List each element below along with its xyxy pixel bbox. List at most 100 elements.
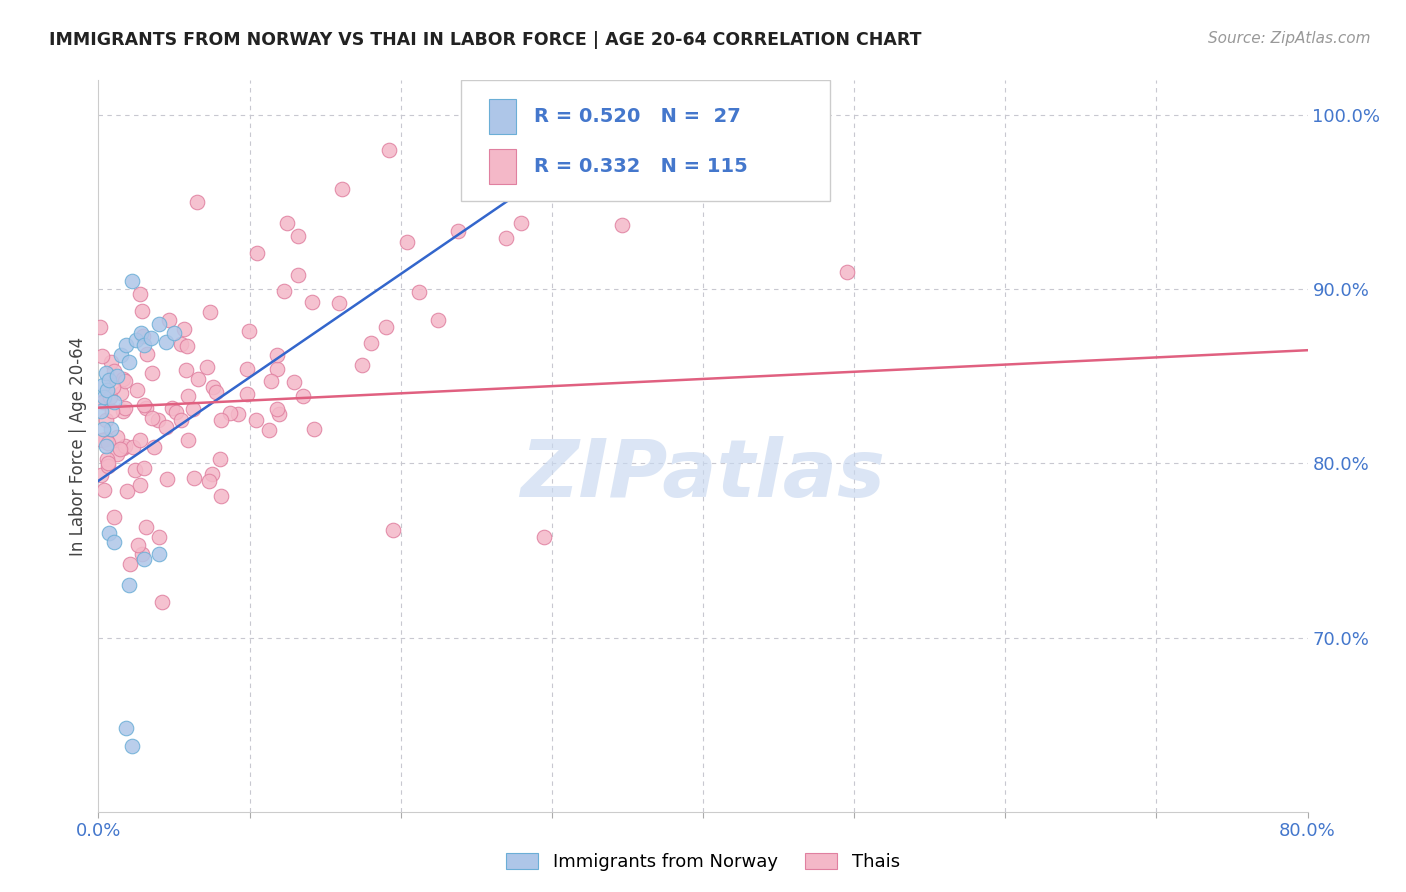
Point xyxy=(129,287,152,301)
Point xyxy=(146,412,169,426)
Point xyxy=(360,335,382,350)
Point xyxy=(226,407,249,421)
Point xyxy=(377,143,399,157)
Point xyxy=(571,143,593,157)
Point xyxy=(121,739,143,753)
Point xyxy=(103,380,125,394)
Point xyxy=(96,384,118,398)
Point xyxy=(128,433,150,447)
Point xyxy=(108,442,131,456)
Point xyxy=(98,390,121,404)
Point xyxy=(98,526,121,541)
Point xyxy=(97,458,120,473)
Point xyxy=(132,461,155,475)
Point xyxy=(127,538,149,552)
Point xyxy=(208,451,231,466)
Text: R = 0.520   N =  27: R = 0.520 N = 27 xyxy=(534,107,741,126)
Text: ZIPatlas: ZIPatlas xyxy=(520,436,886,515)
Point xyxy=(266,348,288,362)
Point xyxy=(283,375,305,389)
Y-axis label: In Labor Force | Age 20-64: In Labor Force | Age 20-64 xyxy=(69,336,87,556)
Point xyxy=(287,229,309,244)
Point xyxy=(91,378,114,392)
Point xyxy=(276,216,298,230)
Point xyxy=(105,430,128,444)
Point xyxy=(100,421,122,435)
Point xyxy=(110,385,132,400)
Point xyxy=(266,402,288,417)
Point xyxy=(94,366,117,380)
Point xyxy=(90,349,112,363)
Point xyxy=(170,337,193,351)
Point xyxy=(510,170,533,185)
Point xyxy=(103,510,125,524)
Point xyxy=(170,413,193,427)
Point xyxy=(197,474,219,488)
Point xyxy=(301,295,323,310)
Point xyxy=(150,595,173,609)
Point xyxy=(112,372,135,386)
Point xyxy=(124,463,146,477)
Point xyxy=(91,395,114,409)
Point xyxy=(101,404,124,418)
Point xyxy=(118,578,141,592)
Point xyxy=(148,317,170,331)
Point xyxy=(177,433,200,447)
Point xyxy=(181,402,204,417)
Point xyxy=(157,313,180,327)
Point xyxy=(114,374,136,388)
Point xyxy=(114,721,136,735)
Point xyxy=(129,477,152,491)
Point xyxy=(142,440,165,454)
Point xyxy=(132,552,155,566)
Point xyxy=(612,218,634,232)
Point xyxy=(118,557,141,571)
Point xyxy=(114,338,136,352)
Point xyxy=(117,483,139,498)
Point xyxy=(100,355,122,369)
Point xyxy=(155,419,177,434)
Point xyxy=(201,379,224,393)
Point xyxy=(426,313,449,327)
Point xyxy=(96,433,118,447)
Point xyxy=(94,439,117,453)
Point xyxy=(148,530,170,544)
Point xyxy=(97,436,120,450)
Point xyxy=(328,296,350,310)
Point xyxy=(148,547,170,561)
Point xyxy=(103,534,125,549)
Point xyxy=(125,384,148,398)
Point xyxy=(136,347,159,361)
Point xyxy=(375,320,398,334)
Point xyxy=(209,489,232,503)
Point xyxy=(238,324,260,338)
Point xyxy=(132,338,155,352)
Point xyxy=(132,329,155,343)
Point xyxy=(509,216,531,230)
Point xyxy=(93,393,115,408)
Point xyxy=(267,407,290,421)
Point xyxy=(245,413,267,427)
Point xyxy=(257,424,280,438)
Point xyxy=(835,265,858,279)
Point xyxy=(105,447,128,461)
Point xyxy=(236,387,259,401)
Legend: Immigrants from Norway, Thais: Immigrants from Norway, Thais xyxy=(499,846,907,879)
Point xyxy=(103,395,125,409)
Point xyxy=(118,355,141,369)
Point xyxy=(198,305,221,319)
FancyBboxPatch shape xyxy=(489,149,516,184)
Point xyxy=(395,235,418,249)
Point xyxy=(186,195,208,210)
Point xyxy=(205,385,228,400)
Point xyxy=(132,398,155,412)
Point xyxy=(135,401,157,416)
Point xyxy=(94,413,117,427)
Point xyxy=(111,441,134,455)
FancyBboxPatch shape xyxy=(461,80,830,201)
Point xyxy=(163,326,186,340)
Point xyxy=(183,471,205,485)
Point xyxy=(93,390,115,404)
Point xyxy=(131,547,153,561)
Point xyxy=(177,389,200,403)
